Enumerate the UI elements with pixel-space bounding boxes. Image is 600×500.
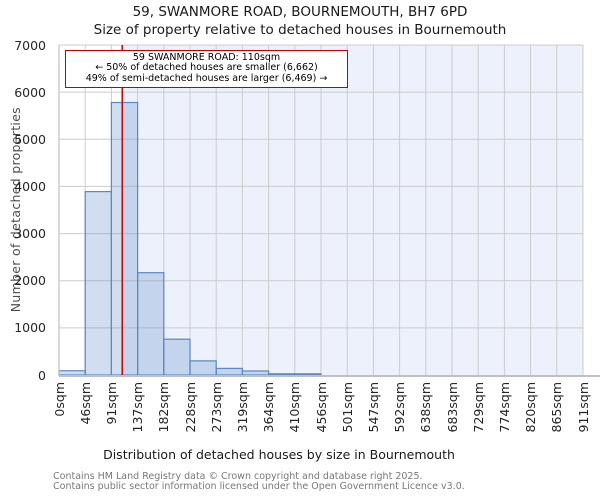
x-axis-title: Distribution of detached houses by size …	[103, 447, 455, 462]
x-tick-label: 364sqm	[261, 382, 277, 433]
x-tick-label: 137sqm	[130, 382, 146, 433]
annotation-line-3: 49% of semi-detached houses are larger (…	[85, 72, 328, 84]
histogram-bar	[84, 191, 112, 376]
y-tick-label: 7000	[14, 37, 46, 53]
y-tick-label: 5000	[14, 131, 46, 147]
histogram-bar	[268, 373, 296, 376]
histogram-bar	[189, 360, 217, 376]
x-tick-label: 0sqm	[51, 382, 67, 417]
x-tick-label: 865sqm	[549, 382, 565, 433]
y-tick-label: 3000	[14, 226, 46, 242]
y-tick-label: 2000	[14, 273, 46, 289]
x-tick-label: 182sqm	[156, 382, 172, 433]
x-tick-label: 46sqm	[77, 382, 93, 425]
x-tick-label: 729sqm	[470, 382, 486, 433]
footer-line-1: Contains HM Land Registry data © Crown c…	[53, 471, 423, 482]
histogram-bar	[58, 370, 86, 376]
footer-line-2: Contains public sector information licen…	[53, 481, 465, 492]
annotation-line-1: 59 SWANMORE ROAD: 110sqm	[132, 52, 281, 63]
annotation-box: 59 SWANMORE ROAD: 110sqm ← 50% of detach…	[65, 50, 348, 89]
x-tick-label: 547sqm	[365, 382, 381, 433]
x-tick-label: 638sqm	[418, 382, 434, 433]
shaded-region-larger	[122, 45, 584, 375]
x-tick-label: 456sqm	[313, 382, 329, 433]
x-tick-label: 319sqm	[234, 382, 250, 433]
x-tick-label: 774sqm	[496, 382, 512, 433]
x-tick-label: 592sqm	[392, 382, 408, 433]
histogram-bar	[294, 373, 322, 376]
histogram-bar	[241, 370, 270, 376]
chart-title: 59, SWANMORE ROAD, BOURNEMOUTH, BH7 6PD	[132, 4, 468, 20]
annotation-line-2: ← 50% of detached houses are smaller (6,…	[95, 62, 318, 74]
x-tick-label: 273sqm	[208, 382, 224, 433]
y-tick-label: 1000	[14, 320, 46, 336]
x-tick-label: 820sqm	[523, 382, 539, 433]
histogram-bar	[215, 367, 243, 376]
x-tick-label: 410sqm	[287, 382, 303, 433]
histogram-bar	[137, 272, 165, 376]
histogram-bar	[163, 338, 191, 376]
y-tick-label: 6000	[14, 84, 46, 100]
chart-subtitle: Size of property relative to detached ho…	[93, 22, 507, 38]
y-tick-label: 4000	[14, 178, 46, 194]
x-tick-label: 228sqm	[182, 382, 198, 433]
y-tick-label: 0	[38, 367, 46, 383]
x-tick-label: 683sqm	[444, 382, 460, 433]
x-tick-label: 91sqm	[103, 382, 119, 425]
x-tick-label: 911sqm	[575, 382, 591, 433]
x-tick-label: 501sqm	[339, 382, 355, 433]
histogram-bar	[110, 101, 139, 376]
